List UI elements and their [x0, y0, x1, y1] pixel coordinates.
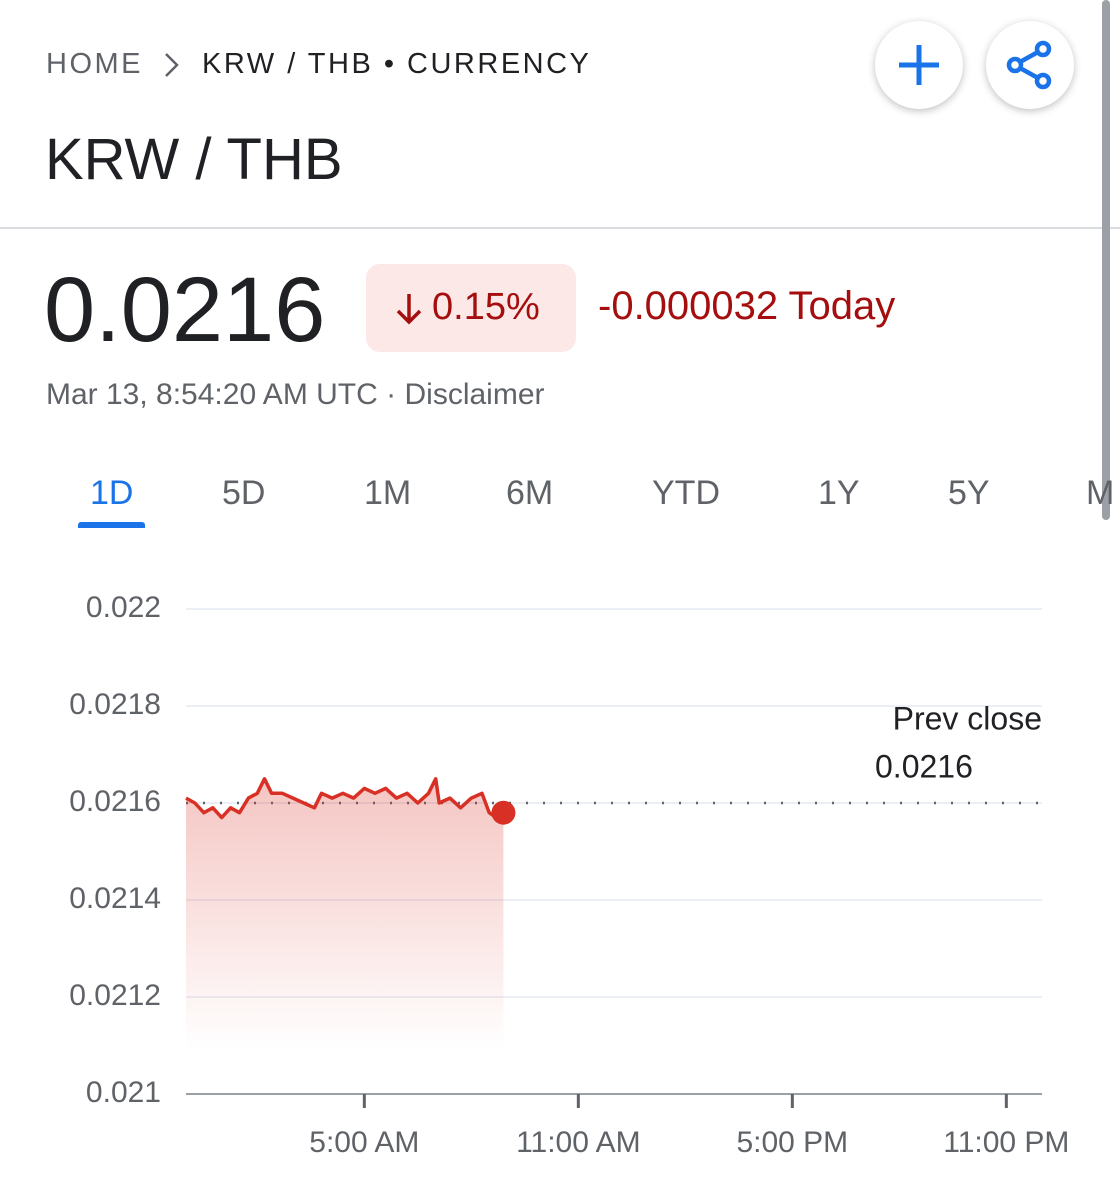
tab-indicator — [78, 522, 145, 528]
y-tick-label: 0.0212 — [69, 979, 161, 1012]
share-button[interactable] — [986, 21, 1074, 109]
y-tick-label: 0.021 — [86, 1076, 161, 1109]
down-arrow-icon — [396, 294, 422, 325]
chart: 0.021 0.0212 0.0214 0.0216 0.0218 0.022 5:00 A… — [69, 591, 1069, 1159]
page-title: KRW / THB — [45, 127, 343, 192]
plus-icon — [899, 45, 939, 85]
range-tab[interactable]: 5D — [222, 474, 266, 512]
range-tab[interactable]: M — [1086, 474, 1115, 512]
y-tick-label: 0.0218 — [69, 688, 161, 721]
current-point — [491, 800, 516, 825]
separator: · — [386, 378, 397, 411]
y-tick-label: 0.022 — [86, 591, 161, 624]
breadcrumb-home[interactable]: HOME — [46, 48, 143, 80]
change-percent: 0.15% — [432, 286, 540, 328]
price-line — [185, 777, 505, 820]
range-tab[interactable]: 1D — [90, 474, 134, 512]
y-tick-label: 0.0214 — [69, 882, 161, 915]
timestamp-row: Mar 13, 8:54:20 AM UTC · Disclaimer — [46, 378, 545, 412]
area-fill — [186, 778, 504, 1049]
range-tab[interactable]: 6M — [506, 474, 554, 512]
breadcrumb-current: KRW / THB • CURRENCY — [202, 48, 592, 80]
x-tick-label: 5:00 PM — [736, 1126, 848, 1159]
share-icon — [1006, 40, 1052, 90]
x-tick-label: 5:00 AM — [309, 1126, 419, 1159]
scrollbar — [1102, 0, 1110, 520]
add-button[interactable] — [875, 21, 963, 109]
range-tab[interactable]: 5Y — [948, 474, 990, 512]
change-badge: 0.15% — [366, 264, 576, 352]
chevron-icon — [165, 53, 179, 77]
timestamp: Mar 13, 8:54:20 AM UTC — [46, 378, 378, 411]
x-tick-label: 11:00 PM — [943, 1126, 1069, 1159]
divider — [0, 227, 1120, 229]
disclaimer-link[interactable]: Disclaimer — [404, 378, 545, 411]
range-tab[interactable]: YTD — [652, 474, 720, 512]
price: 0.0216 — [44, 259, 326, 361]
range-tab[interactable]: 1M — [364, 474, 412, 512]
change-today: -0.000032 Today — [598, 284, 896, 328]
range-tab[interactable]: 1Y — [818, 474, 860, 512]
y-tick-label: 0.0216 — [69, 785, 161, 818]
prev-close-label: Prev close — [893, 700, 1042, 736]
x-tick-label: 11:00 AM — [516, 1126, 641, 1159]
prev-close-value: 0.0216 — [875, 748, 973, 784]
